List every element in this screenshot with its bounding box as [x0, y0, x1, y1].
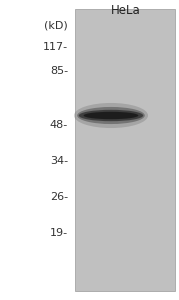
Bar: [75, 9, 175, 291]
Text: (kD): (kD): [44, 20, 68, 31]
Text: 117-: 117-: [43, 41, 68, 52]
Text: 26-: 26-: [50, 191, 68, 202]
Ellipse shape: [79, 110, 143, 121]
Text: HeLa: HeLa: [110, 4, 140, 17]
Ellipse shape: [84, 112, 138, 119]
Text: 19-: 19-: [50, 227, 68, 238]
Ellipse shape: [77, 107, 145, 124]
Text: 85-: 85-: [50, 65, 68, 76]
Ellipse shape: [74, 103, 148, 128]
Text: 48-: 48-: [50, 119, 68, 130]
Text: 34-: 34-: [50, 155, 68, 166]
